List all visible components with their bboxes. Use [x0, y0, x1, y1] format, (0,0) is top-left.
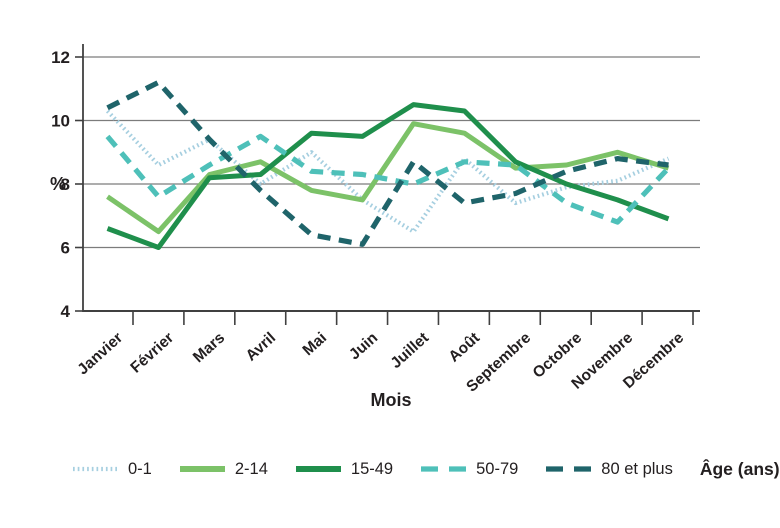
legend-swatch-dotted-icon [73, 466, 118, 472]
x-tick-label: Juin [346, 329, 381, 363]
legend-label: 0-1 [128, 459, 152, 478]
series-group [105, 79, 671, 250]
x-tick-label: Janvier [74, 329, 126, 378]
y-axis-label: % [50, 174, 66, 194]
legend-item-0-1: 0-1 [72, 460, 152, 479]
legend-label: 15-49 [350, 459, 394, 478]
legend-item-50-79: 50-79 [420, 460, 518, 479]
legend-swatch-dashed-icon [421, 466, 467, 472]
series-line-15-49 [106, 102, 670, 250]
y-tick-label: 10 [51, 112, 70, 131]
x-tick-label: Avril [243, 329, 280, 364]
x-tick-label: Août [446, 329, 484, 365]
series-line-50-79 [105, 133, 671, 225]
legend-item-2-14: 2-14 [179, 460, 268, 479]
series-line-2-14 [106, 121, 670, 235]
axes-group [75, 44, 694, 325]
chart-legend: 0-1 2-14 15-49 50-79 80 et plus Âge (ans) [72, 452, 780, 486]
gridlines-group [83, 56, 700, 312]
y-tick-label: 8 [61, 175, 70, 194]
legend-item-80-et-plus: 80 et plus [545, 460, 673, 479]
y-tick-label: 4 [61, 302, 71, 321]
series-line-80-et-plus [106, 79, 669, 247]
x-tick-label: Juillet [388, 329, 433, 372]
series-line-0-1 [105, 109, 670, 234]
legend-swatch-solid-icon [179, 466, 225, 472]
legend-swatch-dashed-icon [546, 466, 592, 472]
x-tick-label: Mai [300, 329, 331, 359]
chart-canvas: 4 6 8 10 12 Janvier Février Mars Avril Mai Juin Jui… [50, 44, 700, 410]
legend-swatch-solid-icon [295, 466, 341, 472]
x-tick-label: Mars [190, 329, 228, 366]
x-tick-label: Février [127, 329, 177, 376]
legend-label: 80 et plus [601, 459, 673, 478]
legend-label: 2-14 [234, 459, 268, 478]
legend-label: 50-79 [476, 459, 519, 478]
legend-item-15-49: 15-49 [295, 460, 393, 479]
x-axis-label: Mois [370, 390, 411, 410]
y-tick-label: 12 [51, 48, 70, 67]
y-tick-label: 6 [61, 239, 70, 258]
legend-title: Âge (ans) [699, 458, 780, 479]
